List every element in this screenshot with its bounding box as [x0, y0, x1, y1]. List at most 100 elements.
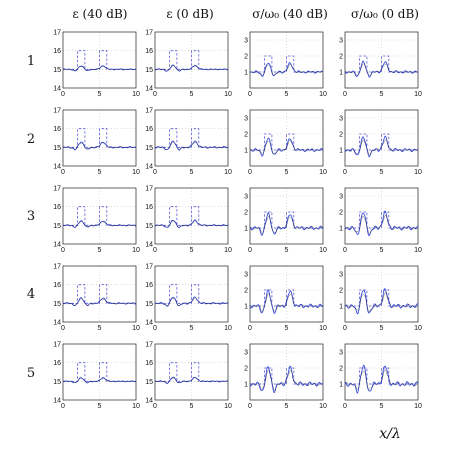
panel-r5-c1: 14 15 16 17 0 5 10: [53, 342, 140, 411]
y-tick-label: 1: [244, 382, 248, 389]
panel-frame: [154, 31, 229, 89]
series-estimate: [154, 141, 229, 151]
x-tick-label: 10: [132, 325, 140, 332]
y-tick-label: 1: [339, 382, 343, 389]
y-tick-label: 15: [145, 301, 153, 308]
panel-frame: [62, 343, 137, 401]
y-tick-label: 1: [339, 70, 343, 77]
x-tick-label: 0: [153, 169, 157, 176]
x-tick-label: 5: [285, 169, 289, 176]
y-tick-label: 3: [244, 350, 248, 357]
panel-r5-c3: 1 2 3 0 5 10: [244, 343, 327, 410]
series-estimate: [344, 292, 419, 313]
x-tick-label: 0: [343, 91, 347, 98]
series-estimate: [249, 139, 324, 155]
x-tick-label: 10: [132, 247, 140, 254]
series-estimate: [62, 221, 137, 228]
column-titles: ε (40 dB) ε (0 dB) σ/ω₀ (40 dB) σ/ω₀ (0 …: [73, 7, 419, 21]
panel-r1-c3: 1 2 3 0 5 10: [244, 31, 327, 98]
y-tick-label: 16: [53, 204, 61, 211]
x-tick-label: 10: [224, 169, 232, 176]
series-reconstructed: [154, 376, 229, 384]
panel-frame: [249, 343, 324, 401]
x-tick-label: 5: [285, 403, 289, 410]
panel-r3-c4: 1 2 3 0 5 10: [339, 187, 422, 254]
row-label-5: 5: [27, 366, 35, 381]
panel-frame: [344, 343, 419, 401]
x-tick-label: 5: [380, 169, 384, 176]
panel-r2-c4: 1 2 3 0 5 10: [339, 109, 422, 176]
y-tick-label: 3: [339, 350, 343, 357]
y-tick-label: 15: [145, 379, 153, 386]
row-labels: 1 2 3 4 5: [27, 54, 35, 381]
x-tick-label: 10: [319, 247, 327, 254]
x-tick-label: 5: [285, 247, 289, 254]
series-reconstructed: [344, 60, 419, 78]
panel-frame: [62, 109, 137, 167]
y-tick-label: 14: [145, 320, 153, 327]
x-tick-label: 10: [224, 325, 232, 332]
x-tick-label: 10: [319, 403, 327, 410]
x-tick-label: 10: [132, 169, 140, 176]
panel-r5-c2: 14 15 16 17 0 5 10: [145, 342, 232, 411]
y-tick-label: 15: [53, 379, 61, 386]
panel-frame: [154, 343, 229, 401]
series-estimate: [344, 139, 419, 156]
y-tick-label: 15: [53, 301, 61, 308]
x-tick-label: 5: [380, 91, 384, 98]
x-tick-label: 5: [190, 91, 194, 98]
y-tick-label: 1: [244, 226, 248, 233]
y-tick-label: 2: [339, 132, 343, 139]
x-tick-label: 10: [414, 169, 422, 176]
x-tick-label: 0: [343, 403, 347, 410]
panel-frame: [344, 265, 419, 323]
panel-r3-c2: 14 15 16 17 0 5 10: [145, 186, 232, 255]
y-tick-label: 14: [53, 398, 61, 405]
y-tick-label: 2: [339, 366, 343, 373]
panel-r4-c4: 1 2 3 0 5 10: [339, 265, 422, 332]
y-tick-label: 3: [339, 116, 343, 123]
series-estimate: [249, 63, 324, 76]
y-tick-label: 16: [53, 282, 61, 289]
y-tick-label: 17: [53, 30, 61, 37]
x-tick-label: 5: [190, 325, 194, 332]
x-tick-label: 0: [61, 325, 65, 332]
y-tick-label: 3: [244, 116, 248, 123]
row-label-2: 2: [27, 132, 35, 147]
y-tick-label: 17: [145, 342, 153, 349]
x-tick-label: 10: [224, 403, 232, 410]
x-tick-label: 5: [190, 169, 194, 176]
y-tick-label: 14: [53, 86, 61, 93]
y-tick-label: 3: [244, 194, 248, 201]
panel-r2-c3: 1 2 3 0 5 10: [244, 109, 327, 176]
panel-frame: [249, 109, 324, 167]
y-tick-label: 14: [145, 164, 153, 171]
y-tick-label: 2: [244, 366, 248, 373]
y-tick-label: 3: [339, 272, 343, 279]
x-tick-label: 0: [248, 325, 252, 332]
panel-r2-c1: 14 15 16 17 0 5 10: [53, 108, 140, 177]
series-estimate: [344, 369, 419, 391]
x-tick-label: 5: [380, 247, 384, 254]
x-tick-label: 10: [132, 91, 140, 98]
x-tick-label: 0: [248, 403, 252, 410]
y-tick-label: 16: [145, 282, 153, 289]
panel-frame: [154, 265, 229, 323]
series-estimate: [249, 293, 324, 312]
y-tick-label: 16: [53, 48, 61, 55]
y-tick-label: 14: [145, 86, 153, 93]
x-tick-label: 0: [248, 169, 252, 176]
y-tick-label: 15: [53, 67, 61, 74]
y-tick-label: 17: [53, 108, 61, 115]
x-tick-label: 5: [285, 325, 289, 332]
series-estimate: [62, 65, 136, 71]
y-tick-label: 2: [339, 54, 343, 61]
series-estimate: [154, 65, 229, 72]
y-tick-label: 2: [244, 288, 248, 295]
series-reconstructed: [249, 289, 324, 314]
y-tick-label: 16: [53, 126, 61, 133]
x-tick-label: 0: [153, 91, 157, 98]
y-tick-label: 3: [339, 38, 343, 45]
panel-r5-c4: 1 2 3 0 5 10: [339, 343, 422, 410]
y-tick-label: 1: [244, 148, 248, 155]
